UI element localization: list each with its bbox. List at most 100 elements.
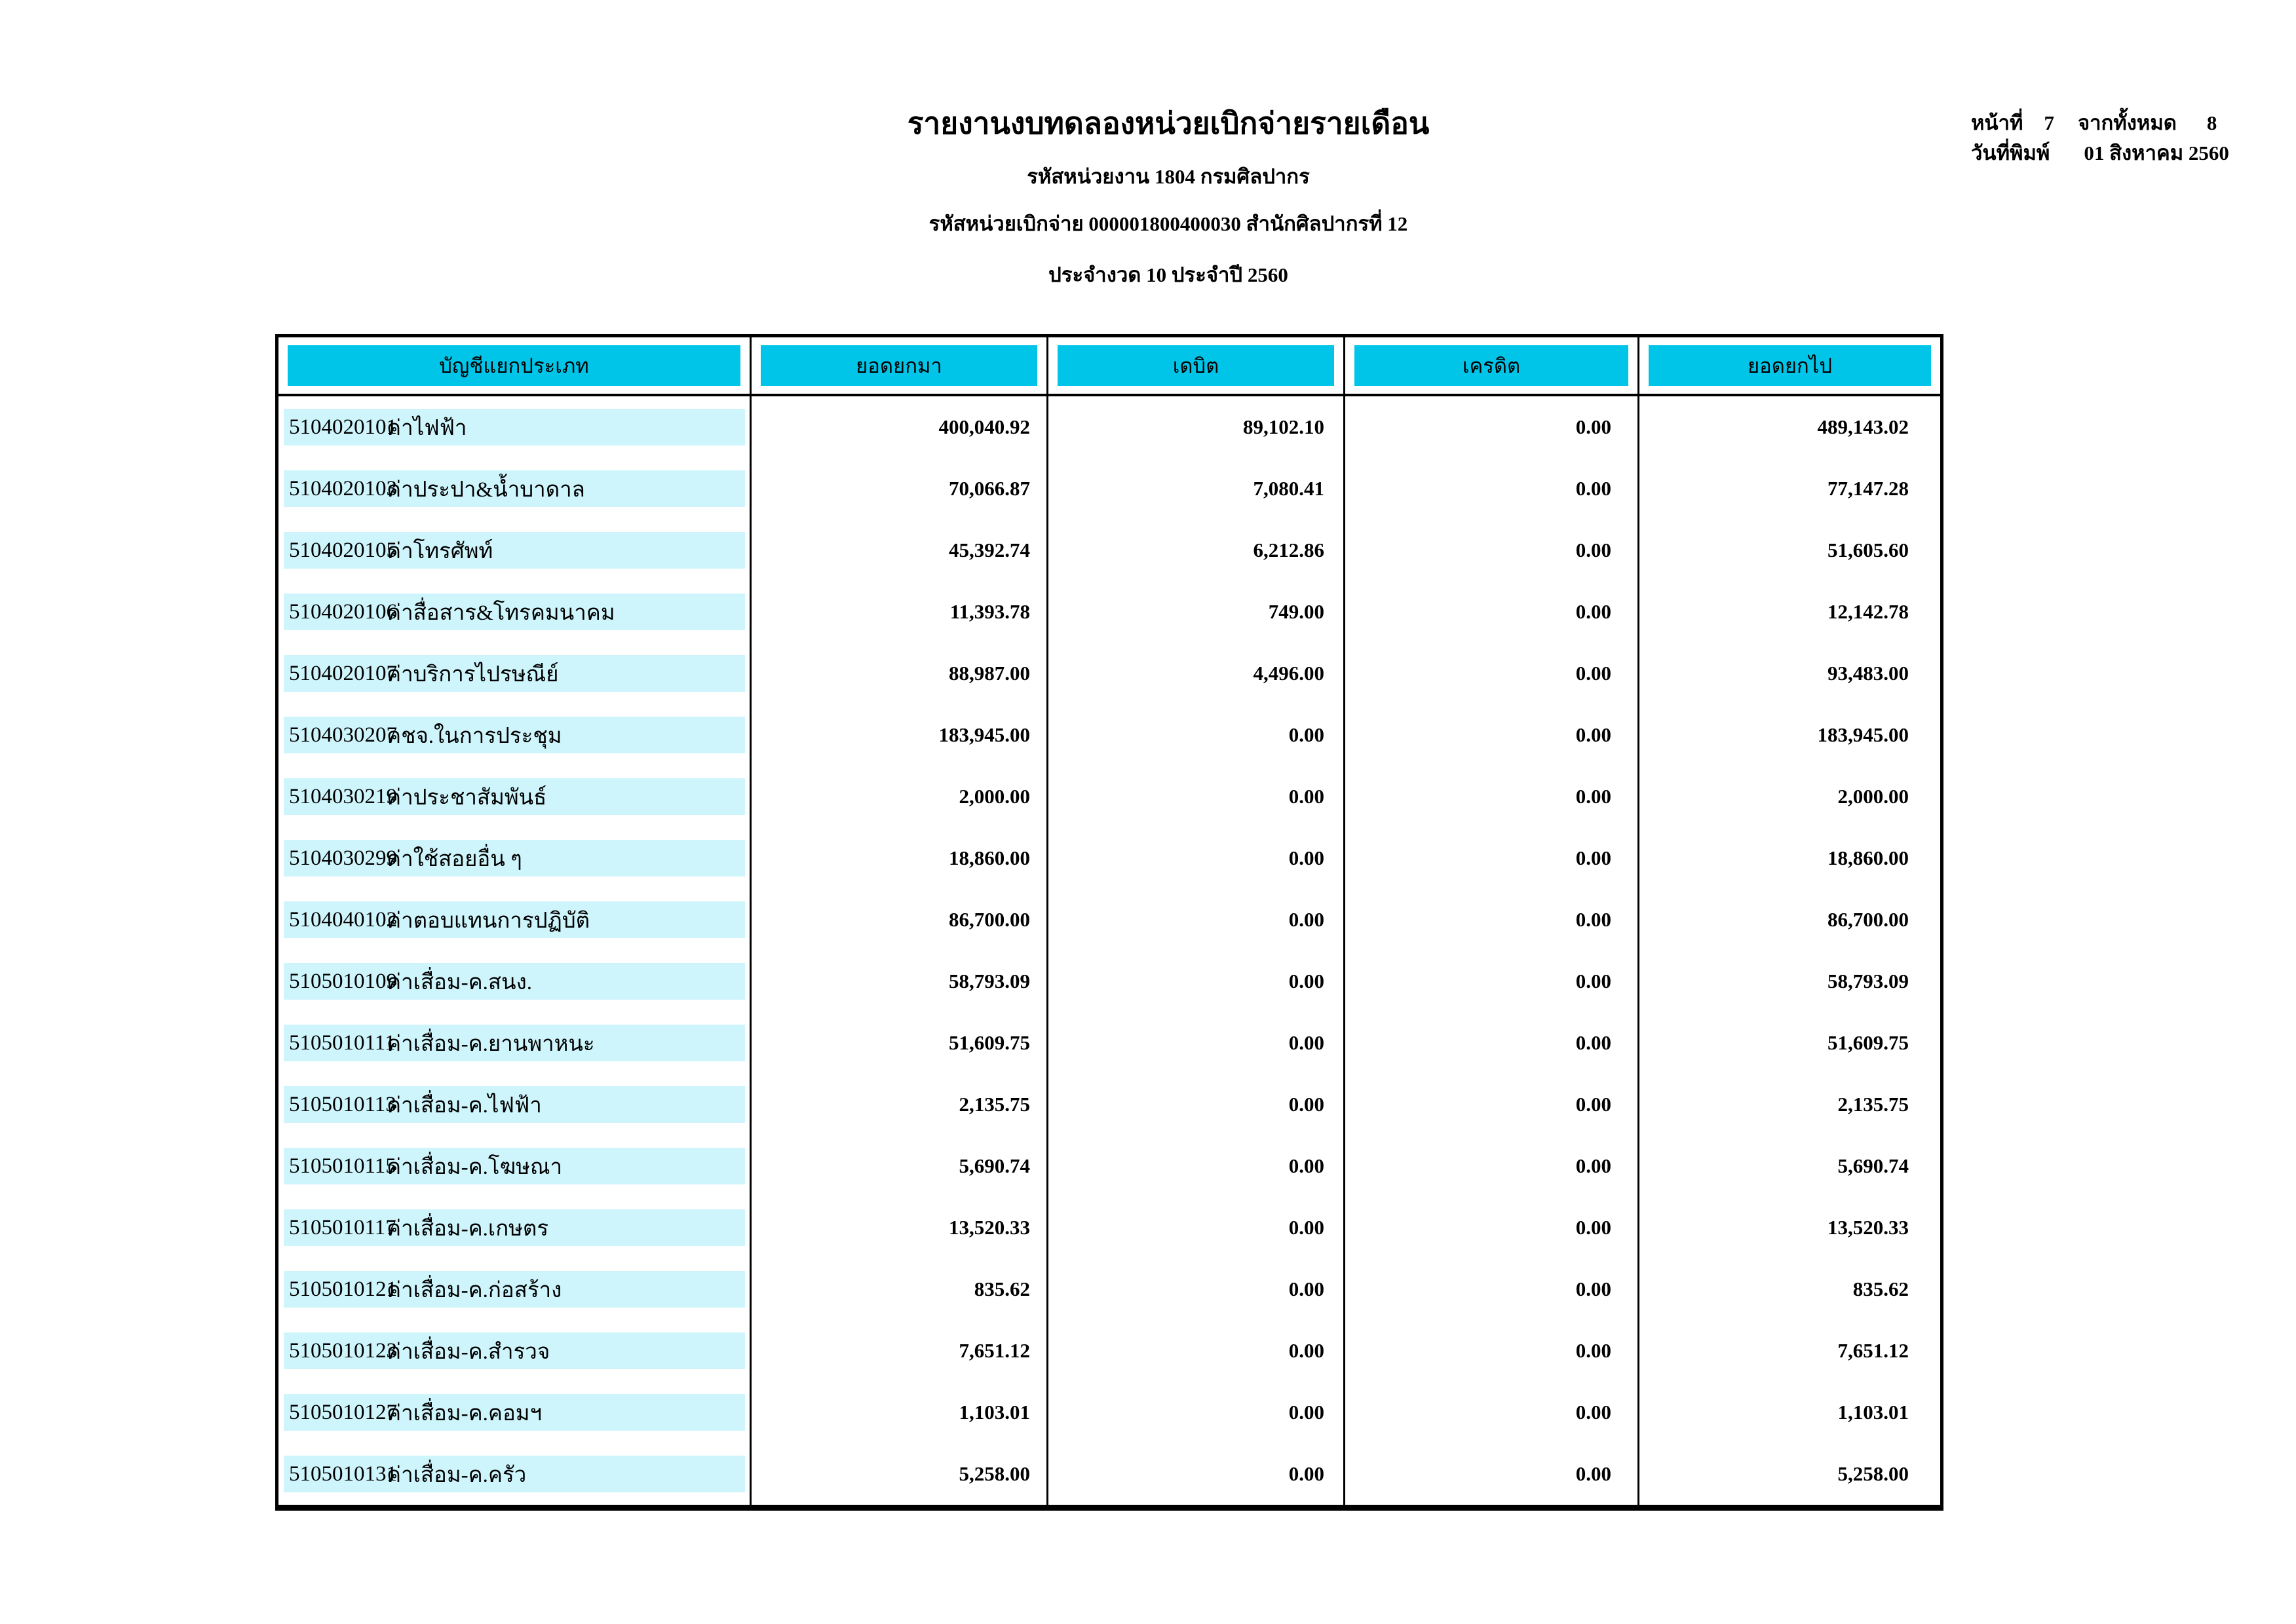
debit-amount: 749.00 — [1048, 581, 1345, 643]
credit-amount: 0.00 — [1345, 1074, 1639, 1135]
credit-amount: 0.00 — [1345, 581, 1639, 643]
table-body: 5104020101 ค่าไฟฟ้า 400,040.92 89,102.10 0.0… — [278, 396, 1940, 1505]
closing-balance: 93,483.00 — [1827, 662, 1909, 685]
account-code: 5104030219 — [289, 784, 397, 808]
account-cell: 5104020103 ค่าประปา&น้ำบาดาล — [278, 458, 752, 519]
credit-amount: 0.00 — [1345, 704, 1639, 766]
of-label: จากทั้งหมด — [2077, 111, 2177, 134]
closing-balance: 77,147.28 — [1827, 477, 1909, 500]
account-code: 5105010127 — [289, 1400, 397, 1424]
debit-amount: 6,212.86 — [1048, 519, 1345, 581]
disbursement-unit-line: รหัสหน่วยเบิกจ่าย 000001800400030 สำนักศ… — [928, 212, 1408, 235]
total-pages: 8 — [2206, 111, 2217, 134]
account-cell: 5104040102 ค่าตอบแทนการปฏิบัติ — [278, 889, 752, 951]
period-line: ประจำงวด 10 ประจำปี 2560 — [1048, 263, 1288, 286]
credit-amount: 0.00 — [1345, 766, 1639, 827]
account-name: ค่าเสื่อม-ค.ยานพาหนะ — [387, 1032, 595, 1056]
account-band: 5105010113 ค่าเสื่อม-ค.ไฟฟ้า — [284, 1086, 745, 1123]
opening-balance: 835.62 — [752, 1258, 1048, 1320]
page-number: 7 — [2044, 111, 2054, 134]
column-header-credit: เครดิต — [1354, 345, 1628, 386]
table-row: 5104020107 ค่าบริการไปรษณีย์ 88,987.00 4,49… — [278, 643, 1940, 704]
account-cell: 5105010127 ค่าเสื่อม-ค.คอมฯ — [278, 1382, 752, 1443]
opening-balance: 2,000.00 — [752, 766, 1048, 827]
account-band: 5104030299 ค่าใช้สอยอื่น ๆ — [284, 840, 745, 877]
account-cell: 5105010117 ค่าเสื่อม-ค.เกษตร — [278, 1197, 752, 1258]
header-cell-opening: ยอดยกมา — [752, 337, 1048, 394]
opening-balance: 13,520.33 — [752, 1197, 1048, 1258]
account-cell: 5104020105 ค่าโทรศัพท์ — [278, 519, 752, 581]
opening-balance: 86,700.00 — [752, 889, 1048, 951]
debit-amount: 0.00 — [1048, 1197, 1345, 1258]
table-row: 5105010127 ค่าเสื่อม-ค.คอมฯ 1,103.01 0.00 0.… — [278, 1382, 1940, 1443]
debit-amount: 0.00 — [1048, 1382, 1345, 1443]
account-code: 5105010131 — [289, 1462, 397, 1486]
opening-balance: 11,393.78 — [752, 581, 1048, 643]
account-band: 5104020105 ค่าโทรศัพท์ — [284, 532, 745, 569]
report-title: รายงานงบทดลองหน่วยเบิกจ่ายรายเดือน — [907, 107, 1430, 140]
closing-balance: 51,609.75 — [1827, 1031, 1909, 1054]
table-row: 5105010123 ค่าเสื่อม-ค.สำรวจ 7,651.12 0.00 0… — [278, 1320, 1940, 1382]
opening-balance: 5,690.74 — [752, 1135, 1048, 1197]
account-code: 5105010109 — [289, 969, 397, 993]
account-band: 5105010123 ค่าเสื่อม-ค.สำรวจ — [284, 1332, 745, 1369]
account-band: 5104020101 ค่าไฟฟ้า — [284, 409, 745, 445]
closing-balance: 5,690.74 — [1837, 1154, 1909, 1177]
credit-amount: 0.00 — [1345, 519, 1639, 581]
credit-amount: 0.00 — [1345, 1258, 1639, 1320]
debit-amount: 0.00 — [1048, 1135, 1345, 1197]
debit-amount: 0.00 — [1048, 827, 1345, 889]
account-name: ค่าเสื่อม-ค.ครัว — [387, 1463, 527, 1487]
account-cell: 5104030207 คชจ.ในการประชุม — [278, 704, 752, 766]
account-band: 5105010131 ค่าเสื่อม-ค.ครัว — [284, 1456, 745, 1492]
account-cell: 5104030299 ค่าใช้สอยอื่น ๆ — [278, 827, 752, 889]
account-code: 5104020105 — [289, 538, 397, 562]
credit-amount: 0.00 — [1345, 1135, 1639, 1197]
trial-balance-table: บัญชีแยกประเภท ยอดยกมา เดบิต เครดิต ยอดย… — [275, 334, 1943, 1511]
account-band: 5104030219 ค่าประชาสัมพันธ์ — [284, 778, 745, 815]
debit-amount: 0.00 — [1048, 889, 1345, 951]
column-header-debit: เดบิต — [1058, 345, 1334, 386]
opening-balance: 1,103.01 — [752, 1382, 1048, 1443]
account-band: 5104020106 ค่าสื่อสาร&โทรคมนาคม — [284, 594, 745, 630]
account-band: 5105010111 ค่าเสื่อม-ค.ยานพาหนะ — [284, 1025, 745, 1061]
credit-amount: 0.00 — [1345, 1320, 1639, 1382]
page-label: หน้าที่ — [1971, 111, 2023, 134]
account-code: 5104030207 — [289, 723, 397, 747]
account-cell: 5104020107 ค่าบริการไปรษณีย์ — [278, 643, 752, 704]
closing-balance: 5,258.00 — [1837, 1462, 1909, 1485]
account-cell: 5105010115 ค่าเสื่อม-ค.โฆษณา — [278, 1135, 752, 1197]
closing-balance: 18,860.00 — [1827, 846, 1909, 869]
account-band: 5104020103 ค่าประปา&น้ำบาดาล — [284, 470, 745, 507]
account-name: ค่าตอบแทนการปฏิบัติ — [387, 909, 590, 933]
credit-amount: 0.00 — [1345, 1197, 1639, 1258]
credit-amount: 0.00 — [1345, 951, 1639, 1012]
account-cell: 5105010123 ค่าเสื่อม-ค.สำรวจ — [278, 1320, 752, 1382]
opening-balance: 88,987.00 — [752, 643, 1048, 704]
debit-amount: 0.00 — [1048, 1320, 1345, 1382]
header-cell-debit: เดบิต — [1048, 337, 1345, 394]
account-code: 5104040102 — [289, 907, 397, 932]
account-code: 5105010115 — [289, 1154, 396, 1178]
closing-balance: 835.62 — [1852, 1277, 1909, 1300]
table-row: 5104020101 ค่าไฟฟ้า 400,040.92 89,102.10 0.0… — [278, 396, 1940, 458]
account-code: 5105010121 — [289, 1277, 397, 1301]
closing-balance: 58,793.09 — [1827, 970, 1909, 992]
opening-balance: 51,609.75 — [752, 1012, 1048, 1074]
print-date: 01 สิงหาคม 2560 — [2084, 142, 2229, 164]
debit-amount: 4,496.00 — [1048, 643, 1345, 704]
account-name: ค่าบริการไปรษณีย์ — [387, 662, 559, 687]
account-name: ค่าเสื่อม-ค.สำรวจ — [387, 1340, 550, 1364]
debit-amount: 0.00 — [1048, 1074, 1345, 1135]
account-name: ค่าเสื่อม-ค.โฆษณา — [387, 1155, 563, 1179]
credit-amount: 0.00 — [1345, 827, 1639, 889]
account-cell: 5105010111 ค่าเสื่อม-ค.ยานพาหนะ — [278, 1012, 752, 1074]
page-info: หน้าที่ 7 จากทั้งหมด 8 วันที่พิมพ์ 01 สิงหาค… — [1971, 108, 2229, 168]
account-cell: 5105010109 ค่าเสื่อม-ค.สนง. — [278, 951, 752, 1012]
table-row: 5104040102 ค่าตอบแทนการปฏิบัติ 86,700.00 0.… — [278, 889, 1940, 951]
closing-balance: 2,000.00 — [1837, 785, 1909, 808]
opening-balance: 45,392.74 — [752, 519, 1048, 581]
header-cell-closing: ยอดยกไป — [1639, 337, 1940, 394]
account-name: ค่าเสื่อม-ค.สนง. — [387, 970, 532, 994]
